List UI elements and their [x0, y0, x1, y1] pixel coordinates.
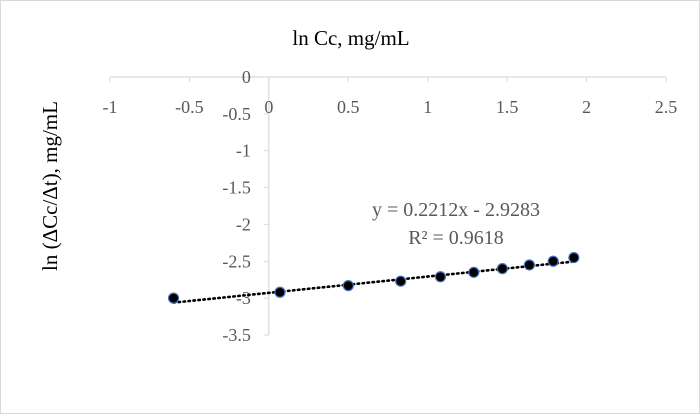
y-tick-label: 0	[242, 67, 251, 87]
x-tick-label: 0	[264, 97, 273, 117]
data-point	[395, 275, 407, 287]
data-point	[274, 286, 286, 298]
data-point	[496, 263, 508, 275]
x-axis-title: ln Cc, mg/mL	[292, 26, 409, 50]
r-squared-label: R² = 0.9618	[408, 227, 504, 249]
y-tick-label: -3.5	[222, 325, 251, 345]
data-points	[167, 252, 580, 304]
data-point	[167, 292, 180, 304]
data-point	[342, 280, 354, 292]
y-tick-label: -2	[236, 214, 251, 234]
x-tick-label: 2	[582, 97, 591, 117]
data-point	[523, 259, 535, 271]
y-tick-label: -1	[236, 141, 251, 161]
data-point	[547, 255, 559, 267]
x-tick-label: 1	[423, 97, 432, 117]
y-axis-title: ln (ΔCc/Δt), mg/mL	[38, 101, 62, 271]
y-tick-labels: 0 -0.5 -1 -1.5 -2 -2.5 -3 -3.5	[222, 67, 251, 345]
x-tick-labels: -1 -0.5 0 0.5 1 1.5 2 2.5	[103, 97, 678, 117]
data-point	[434, 271, 447, 283]
y-tick-label: -1.5	[222, 178, 251, 198]
y-tick-label: -3	[236, 288, 251, 308]
x-tick-label: 1.5	[496, 97, 519, 117]
x-tick-label: -1	[103, 97, 118, 117]
x-tick-label: 2.5	[655, 97, 678, 117]
y-tick-label: -2.5	[222, 251, 251, 271]
x-tick-label: 0.5	[337, 97, 360, 117]
x-tick-label: -0.5	[175, 97, 204, 117]
trendline-equation: y = 0.2212x - 2.9283	[372, 199, 540, 221]
y-tick-label: -0.5	[222, 104, 251, 124]
data-point	[568, 252, 580, 264]
data-point	[468, 266, 480, 278]
